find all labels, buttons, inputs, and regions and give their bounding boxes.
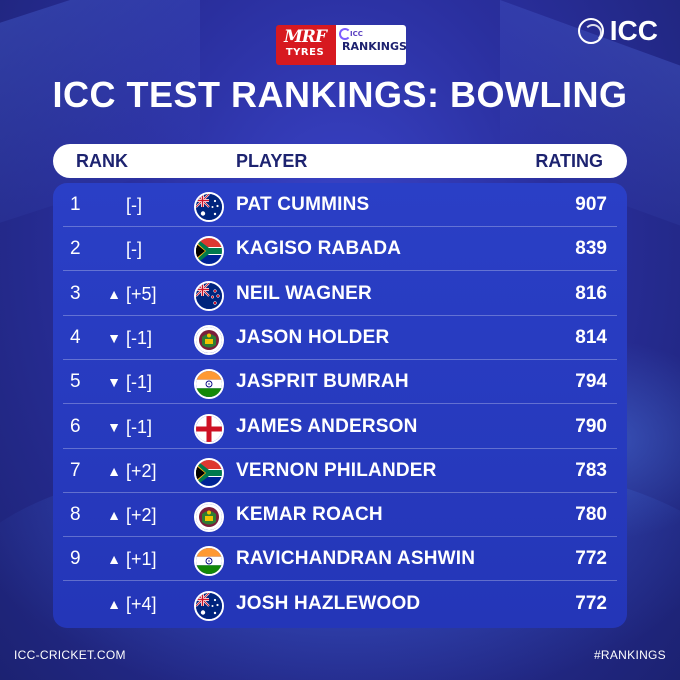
player-rating: 790 (575, 415, 607, 437)
england-flag-icon (194, 413, 224, 444)
rank-number: 3 (70, 282, 81, 304)
player-name: NEIL WAGNER (236, 282, 372, 304)
west-indies-flag-icon (194, 502, 224, 533)
rankings-table: 1 [-] PAT CUMMINS 907 2 [-] KAGISO RABADA 839 3 ▲… (53, 183, 627, 628)
movement-arrow-icon: ▲ (107, 462, 121, 479)
rank-number: 6 (70, 415, 81, 437)
row-divider (63, 403, 617, 405)
row-divider (63, 358, 617, 360)
player-rating: 772 (575, 548, 607, 570)
player-rating: 816 (575, 282, 607, 304)
rank-number: 7 (70, 459, 81, 481)
movement-arrow-icon: ▲ (107, 551, 121, 568)
table-row: 9 ▲ [+1] RAVICHANDRAN ASHWIN 772 (53, 537, 627, 582)
row-divider (63, 314, 617, 316)
south-africa-flag-icon (194, 236, 224, 267)
row-divider (63, 491, 617, 493)
table-row: 1 [-] PAT CUMMINS 907 (53, 183, 627, 227)
player-name: JAMES ANDERSON (236, 415, 418, 437)
footer-website: ICC-CRICKET.COM (14, 648, 126, 662)
rank-change: [-] (126, 195, 142, 215)
column-header-rank: RANK (76, 151, 128, 171)
column-header-rating: RATING (535, 151, 603, 171)
rankings-badge-org: ICC (350, 30, 363, 38)
row-divider (63, 270, 617, 272)
south-africa-flag-icon (194, 457, 224, 488)
sponsor-subtitle: TYRES (285, 47, 325, 58)
player-name: RAVICHANDRAN ASHWIN (236, 548, 476, 570)
player-rating: 907 (575, 194, 607, 215)
australia-flag-icon (194, 590, 224, 621)
footer-hashtag: #RANKINGS (593, 648, 666, 662)
icc-swoosh-icon (339, 28, 351, 40)
player-name: KEMAR ROACH (236, 504, 383, 526)
player-name: VERNON PHILANDER (236, 459, 437, 481)
table-row: 7 ▲ [+2] VERNON PHILANDER 783 (53, 449, 627, 493)
movement-arrow-icon: ▲ (107, 285, 121, 302)
rank-number: 5 (70, 371, 81, 393)
icc-logo-text: ICC (609, 15, 658, 46)
table-row: 2 [-] KAGISO RABADA 839 (53, 227, 627, 272)
player-rating: 780 (575, 504, 607, 526)
movement-arrow-icon: ▲ (107, 595, 121, 612)
player-name: JASON HOLDER (236, 326, 390, 348)
rank-change: [+2] (126, 460, 157, 481)
movement-arrow-icon: ▼ (107, 329, 121, 346)
player-rating: 772 (575, 592, 607, 614)
rankings-badge-label: RANKINGS (342, 40, 407, 53)
table-row: 3 ▲ [+5] NEIL WAGNER 816 (53, 272, 627, 316)
player-name: JOSH HAZLEWOOD (236, 592, 421, 614)
rank-number: 8 (70, 504, 81, 526)
row-divider (63, 536, 617, 538)
rank-change: [-1] (126, 327, 153, 348)
rank-change: [+4] (126, 593, 157, 614)
india-flag-icon (194, 546, 224, 577)
movement-arrow-icon: ▲ (107, 507, 121, 524)
new-zealand-flag-icon (194, 280, 224, 311)
table-row: 5 ▼ [-1] JASPRIT BUMRAH 794 (53, 360, 627, 405)
australia-flag-icon (194, 192, 224, 222)
rank-change: [-1] (126, 372, 153, 393)
mrf-tyres-logo: MRF TYRES (276, 25, 334, 65)
rank-change: [+1] (126, 549, 157, 570)
player-name: PAT CUMMINS (236, 194, 370, 215)
icc-logo: ICC (577, 15, 658, 46)
row-divider (63, 226, 617, 227)
rank-number: 9 (70, 548, 81, 570)
column-header-player: PLAYER (236, 151, 308, 171)
player-name: KAGISO RABADA (236, 238, 402, 260)
row-divider (63, 447, 617, 449)
mrf-icc-rankings-logo: MRF TYRES ICC RANKINGS (276, 25, 407, 65)
movement-arrow-icon: ▼ (107, 418, 121, 435)
table-row: 6 ▼ [-1] JAMES ANDERSON 790 (53, 405, 627, 449)
player-rating: 839 (575, 238, 607, 260)
player-name: JASPRIT BUMRAH (236, 371, 409, 393)
rank-number: 1 (70, 194, 81, 215)
table-row: ▲ [+4] JOSH HAZLEWOOD 772 (53, 582, 627, 626)
rank-change: [-] (126, 239, 142, 260)
player-rating: 814 (575, 326, 607, 348)
player-rating: 783 (575, 459, 607, 481)
page-title: ICC TEST RANKINGS: BOWLING (52, 74, 628, 115)
table-header: RANK PLAYER RATING (53, 144, 627, 178)
india-flag-icon (194, 369, 224, 400)
rank-change: [-1] (126, 416, 153, 437)
rank-number: 2 (70, 238, 81, 260)
sponsor-name: MRF (283, 27, 327, 47)
rank-change: [+2] (126, 505, 157, 526)
player-rating: 794 (575, 371, 607, 393)
icc-globe-icon (577, 18, 604, 44)
row-divider (63, 580, 617, 582)
icc-rankings-badge: ICC RANKINGS (334, 25, 407, 65)
rank-change: [+5] (126, 283, 157, 304)
rank-number: 4 (70, 326, 81, 348)
movement-arrow-icon: ▼ (107, 374, 121, 391)
west-indies-flag-icon (194, 324, 224, 355)
table-row: 8 ▲ [+2] KEMAR ROACH 780 (53, 493, 627, 538)
table-row: 4 ▼ [-1] JASON HOLDER 814 (53, 316, 627, 360)
